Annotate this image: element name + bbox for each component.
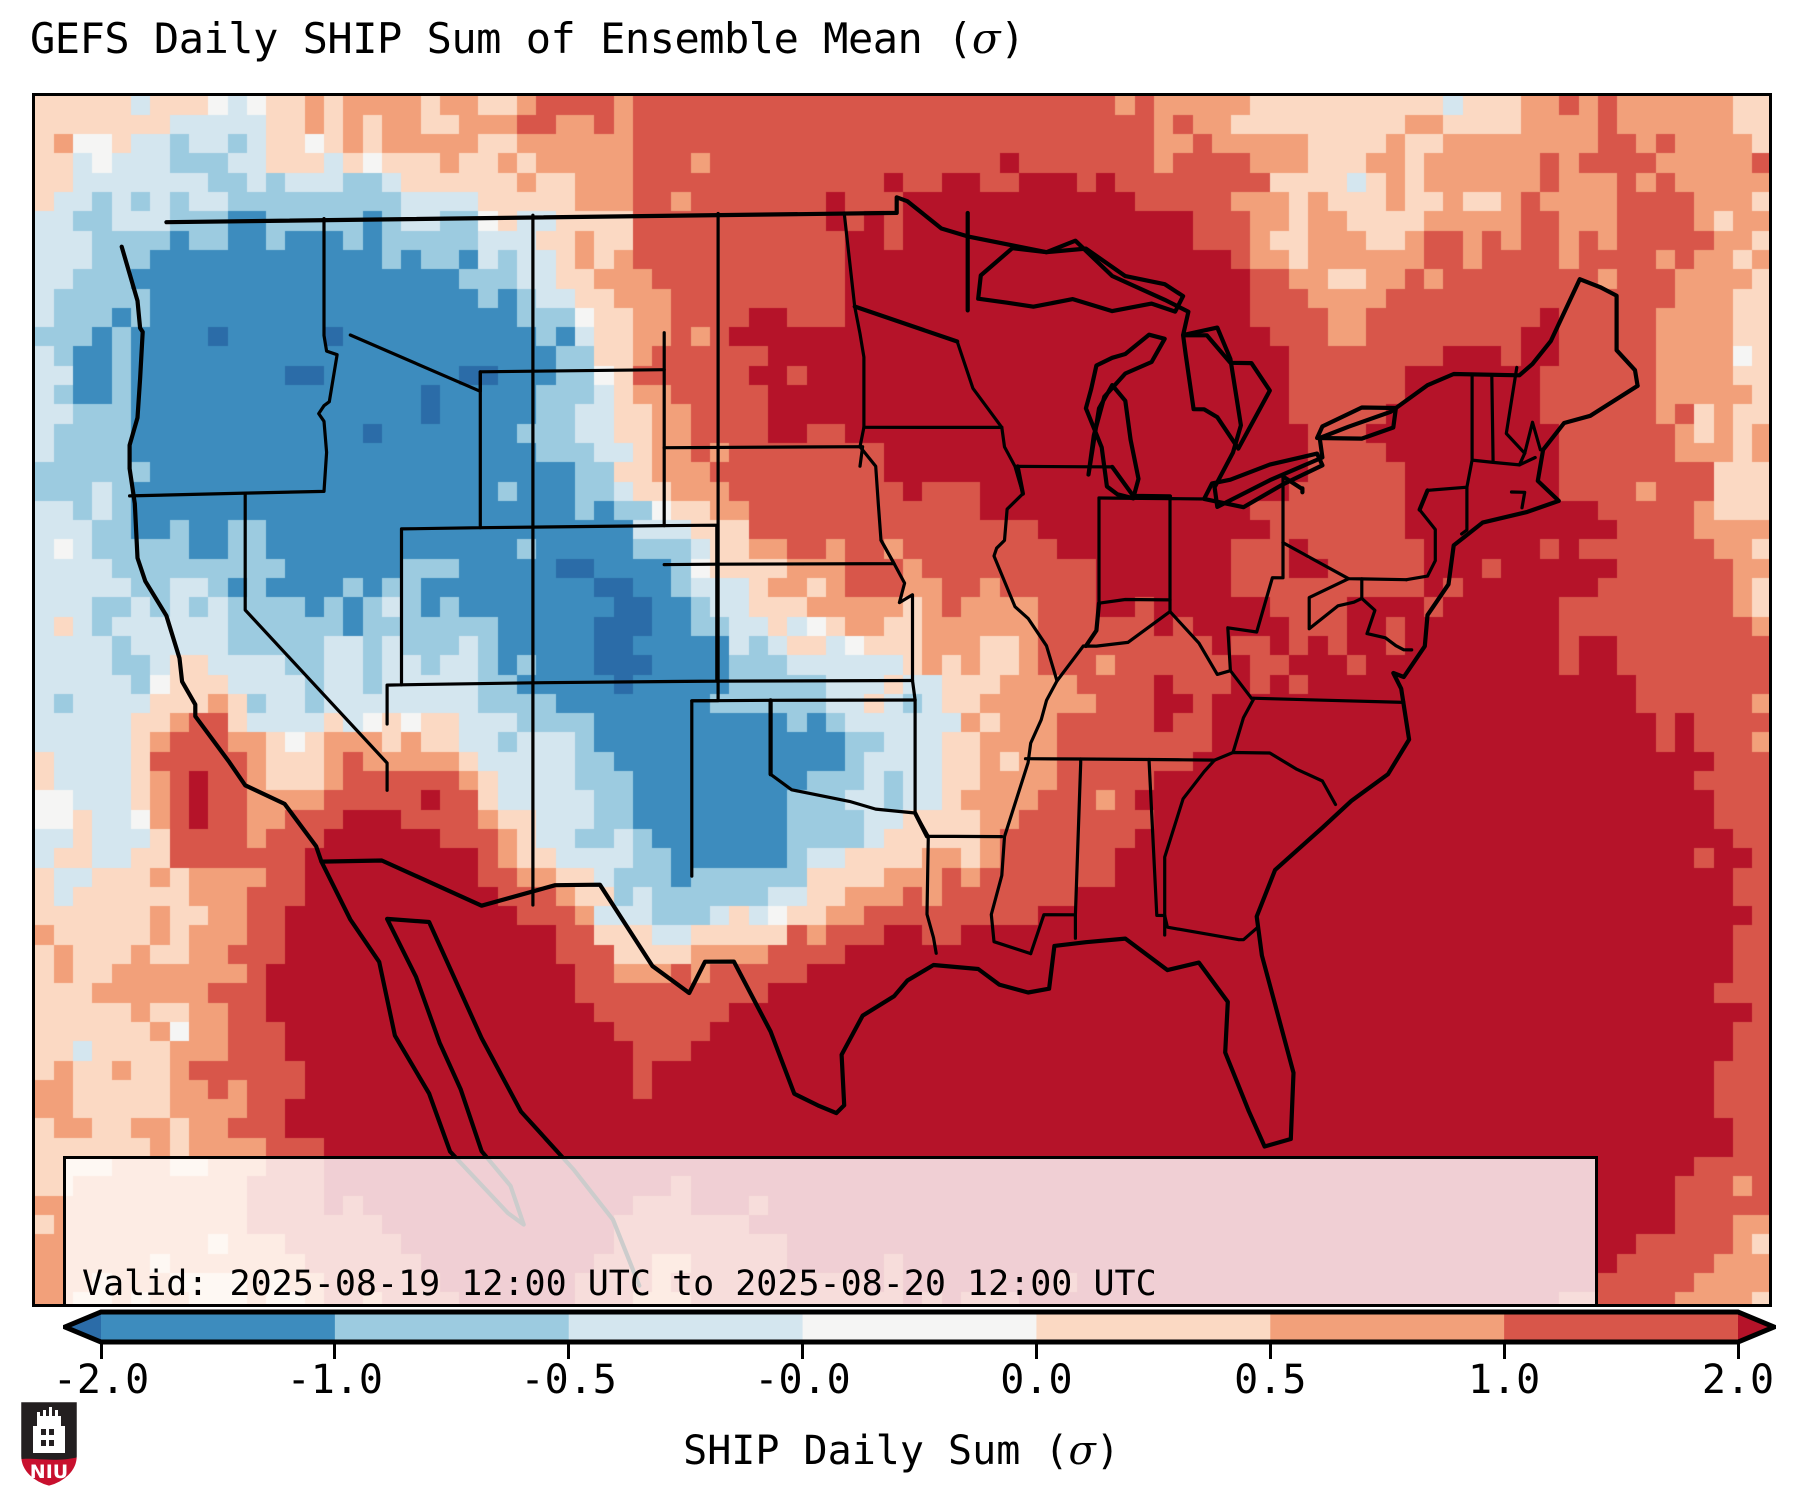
colorbar-over-arrow bbox=[1738, 1312, 1774, 1342]
niu-wordmark: NIU bbox=[30, 1461, 68, 1483]
colorbar-tick bbox=[1736, 1341, 1740, 1359]
colorbar-tick bbox=[333, 1341, 337, 1359]
colorbar-axis-label: SHIP Daily Sum (σ) bbox=[0, 1428, 1803, 1474]
colorbar-tick-label: 0.5 bbox=[1234, 1357, 1307, 1403]
colorbar-band bbox=[101, 1312, 336, 1342]
colorbar-band bbox=[568, 1312, 804, 1342]
colorbar-tick-label: -1.0 bbox=[286, 1357, 384, 1403]
colorbar-band bbox=[334, 1312, 570, 1342]
colorbar-tick bbox=[99, 1341, 103, 1359]
sigma-symbol-colorbar: σ bbox=[1068, 1428, 1096, 1474]
colorbar-tick-label: -0.0 bbox=[754, 1357, 851, 1403]
page-title-suffix: ) bbox=[1000, 14, 1025, 63]
page-title: GEFS Daily SHIP Sum of Ensemble Mean (σ) bbox=[30, 14, 1025, 63]
sigma-symbol: σ bbox=[971, 14, 1001, 63]
colorbar-axis-label-text: SHIP Daily Sum ( bbox=[683, 1428, 1069, 1474]
niu-logo: NIU bbox=[16, 1398, 82, 1490]
colorbar-tick bbox=[1034, 1341, 1038, 1359]
page-title-text: GEFS Daily SHIP Sum of Ensemble Mean ( bbox=[30, 14, 972, 63]
castle-windows bbox=[41, 1429, 54, 1446]
colorbar-ticklabels: -2.0 -1.0 -0.5 -0.0 0.0 0.5 1.0 2.0 bbox=[53, 1357, 1776, 1409]
colorbar-band bbox=[1036, 1312, 1271, 1342]
colorbar[interactable] bbox=[63, 1309, 1776, 1345]
niu-shield-icon: NIU bbox=[18, 1399, 80, 1489]
colorbar-tick-label: -0.5 bbox=[520, 1357, 617, 1403]
colorbar-tick-label: -2.0 bbox=[52, 1357, 150, 1403]
colorbar-tick-label: 2.0 bbox=[1701, 1357, 1775, 1403]
colorbar-tick bbox=[1502, 1341, 1506, 1359]
colorbar-tickmarks bbox=[63, 1341, 1776, 1361]
colorbar-under-arrow bbox=[65, 1312, 101, 1342]
colorbar-band bbox=[802, 1312, 1038, 1342]
shield-outline bbox=[18, 1399, 80, 1489]
castle-icon bbox=[33, 1407, 65, 1453]
colorbar-tick bbox=[801, 1341, 805, 1359]
colorbar-band bbox=[1270, 1312, 1505, 1342]
colorbar-band bbox=[1504, 1312, 1739, 1342]
map-plot-area[interactable]: Valid: 2025-08-19 12:00 UTC to 2025-08-2… bbox=[32, 93, 1772, 1307]
colorbar-tick bbox=[1268, 1341, 1272, 1359]
colorbar-tick bbox=[567, 1341, 571, 1359]
colorbar-tick-label: 0.0 bbox=[1000, 1357, 1073, 1403]
valid-time-line: Valid: 2025-08-19 12:00 UTC to 2025-08-2… bbox=[82, 1264, 1157, 1305]
forecast-time-annotation: Valid: 2025-08-19 12:00 UTC to 2025-08-2… bbox=[63, 1156, 1598, 1305]
colorbar-tick-label: 1.0 bbox=[1468, 1357, 1541, 1403]
colorbar-axis-label-suffix: ) bbox=[1095, 1428, 1120, 1474]
ship-anomaly-heatmap bbox=[35, 96, 1769, 1304]
